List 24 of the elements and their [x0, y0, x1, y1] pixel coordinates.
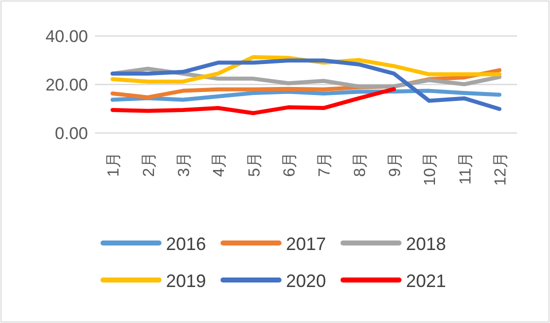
- x-tick-label: 6月: [281, 152, 298, 177]
- legend-label: 2018: [406, 234, 446, 254]
- legend-label: 2019: [166, 271, 206, 291]
- legend-label: 2016: [166, 234, 206, 254]
- x-tick-label: 3月: [176, 152, 193, 177]
- legend-label: 2017: [286, 234, 326, 254]
- x-tick-label: 12月: [492, 152, 510, 186]
- x-tick-label: 1月: [106, 152, 123, 177]
- x-tick-label: 8月: [352, 152, 369, 177]
- x-tick-label: 9月: [386, 152, 404, 177]
- x-tick-label: 10月: [422, 152, 440, 186]
- x-tick-label: 2月: [140, 152, 158, 177]
- line-series: [110, 87, 396, 116]
- y-tick-label: 40.00: [45, 27, 88, 46]
- x-tick-label: 7月: [316, 152, 334, 177]
- x-tick-label: 4月: [211, 152, 228, 177]
- x-tick-label: 5月: [246, 152, 264, 177]
- line-series: [110, 88, 502, 102]
- y-tick-label: 20.00: [45, 76, 88, 94]
- legend-label: 2020: [286, 271, 326, 291]
- x-tick-label: 11月: [457, 152, 474, 185]
- line-series: [110, 58, 502, 111]
- legend-label: 2021: [406, 271, 446, 291]
- y-tick-label: 0.00: [54, 124, 88, 143]
